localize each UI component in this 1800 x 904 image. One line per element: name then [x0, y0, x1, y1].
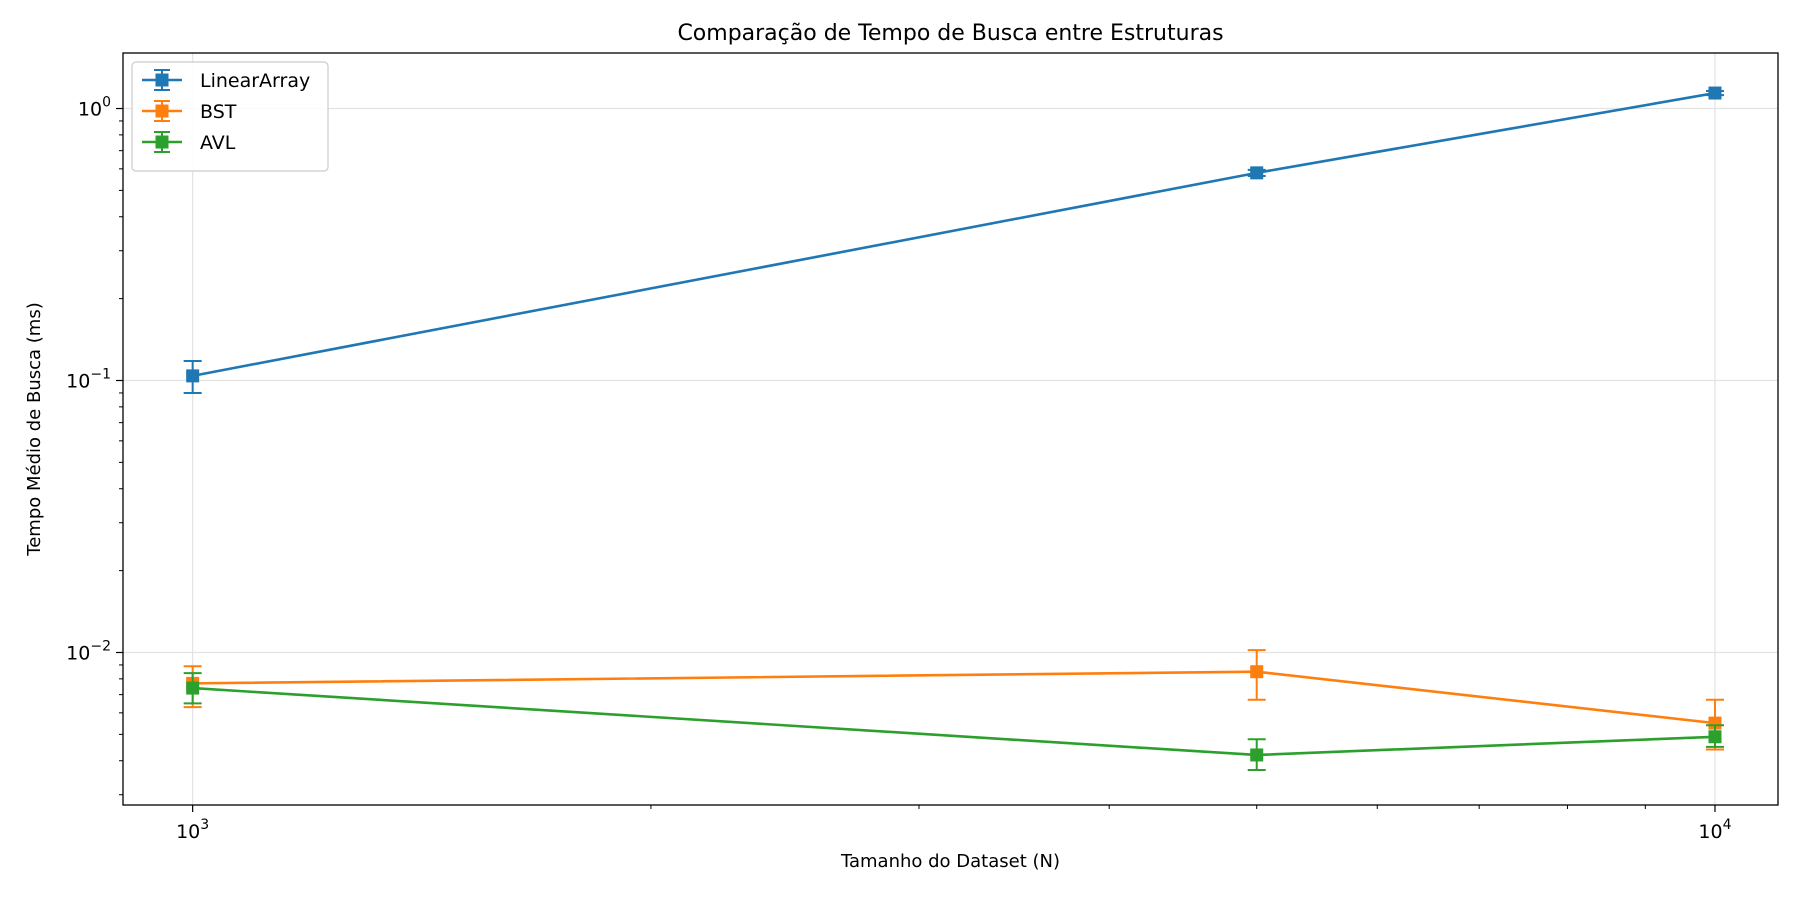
data-point-lineararray [186, 369, 200, 383]
y-tick-exponent: −1 [90, 367, 111, 383]
x-tick-label: 104 [1698, 817, 1731, 843]
data-point-bst [1250, 665, 1264, 679]
y-tick-exponent: −2 [90, 639, 111, 655]
legend-box [131, 61, 329, 172]
data-point-avl [186, 681, 200, 695]
grid-layer [123, 53, 1778, 805]
data-point-lineararray [1708, 86, 1722, 100]
data-point-bst [1708, 716, 1722, 730]
x-tick-label: 103 [176, 817, 209, 843]
plot-frame [122, 52, 1779, 806]
y-axis-label: Tempo Médio de Busca (ms) [24, 302, 45, 556]
y-tick-base: 10 [66, 371, 90, 393]
series-layer [183, 86, 1724, 771]
data-point-avl [1708, 730, 1722, 744]
legend-item-avl: AVL [142, 131, 236, 154]
chart-title: Comparação de Tempo de Busca entre Estru… [677, 21, 1223, 46]
x-axis-label: Tamanho do Dataset (N) [840, 851, 1060, 872]
x-tick-exponent: 4 [1723, 817, 1732, 833]
series-lineararray [183, 86, 1724, 394]
legend-item-lineararray: LinearArray [142, 69, 310, 92]
y-tick-base: 10 [78, 99, 102, 121]
legend-label-lineararray: LinearArray [200, 70, 310, 92]
y-tick-label: 10−2 [66, 639, 111, 665]
data-point-avl [1250, 748, 1264, 762]
data-point-lineararray [1250, 166, 1264, 180]
y-tick-base: 10 [66, 643, 90, 665]
x-tick-base: 10 [176, 821, 200, 843]
legend-marker-avl [155, 135, 169, 149]
legend-label-bst: BST [200, 101, 237, 123]
series-avl [183, 672, 1724, 771]
legend-label-avl: AVL [200, 132, 236, 154]
x-tick-base: 10 [1698, 821, 1722, 843]
x-tick-exponent: 3 [200, 817, 209, 833]
legend: LinearArray BST AVL [131, 61, 329, 172]
legend-marker-bst [155, 104, 169, 118]
y-tick-exponent: 0 [102, 95, 111, 111]
legend-item-bst: BST [142, 100, 237, 123]
y-tick-label: 100 [78, 95, 111, 121]
legend-marker-lineararray [155, 73, 169, 87]
y-tick-label: 10−1 [66, 367, 111, 393]
